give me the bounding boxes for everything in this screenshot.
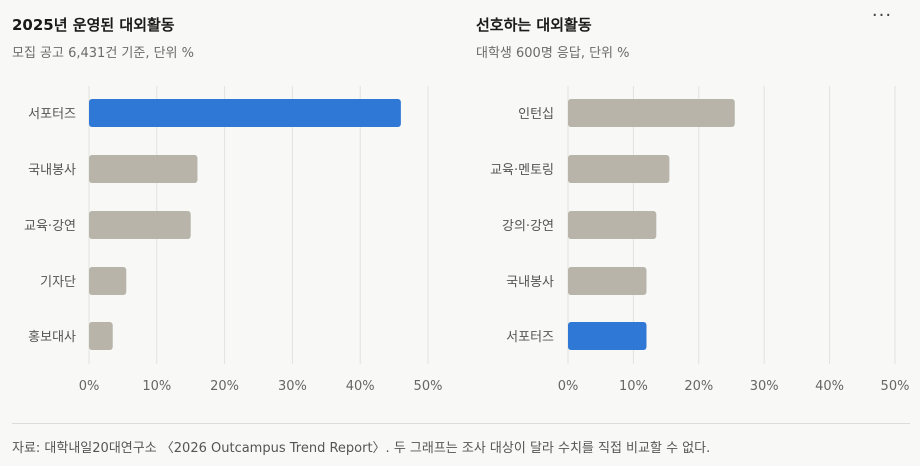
bar [568,211,657,239]
category-label: 교육·강연 [24,219,76,234]
chart-panel-preferred: 선호하는 대외활동 대학생 600명 응답, 단위 % 0% 10% 20% 30% 4… [460,0,920,400]
bar [89,322,113,350]
category-label: 국내봉사 [28,163,76,178]
category-label: 홍보대사 [28,330,76,345]
x-tick-label: 50% [881,379,910,394]
bar [568,99,735,127]
x-tick-label: 10% [142,379,171,394]
x-tick-label: 20% [684,379,713,394]
category-label: 국내봉사 [506,275,554,290]
x-tick-label: 40% [815,379,844,394]
category-label: 인턴십 [518,107,554,122]
footer-divider [12,423,910,424]
chart-title: 2025년 운영된 대외활동 [12,16,175,34]
x-tick-label: 40% [346,379,375,394]
bar [568,155,670,183]
source-footnote: 자료: 대학내일20대연구소 〈2026 Outcampus Trend Rep… [12,441,711,456]
category-label: 서포터즈 [506,330,554,345]
x-tick-label: 10% [619,379,648,394]
chart-title: 선호하는 대외활동 [476,16,592,34]
bar [89,267,127,295]
bar [89,155,198,183]
x-tick-label: 0% [79,379,100,394]
chart-subtitle: 대학생 600명 응답, 단위 % [476,46,630,61]
x-tick-label: 30% [750,379,779,394]
bar [568,322,647,350]
category-label: 강의·강연 [502,219,554,234]
chart-panel-operated: 2025년 운영된 대외활동 모집 공고 6,431건 기준, 단위 % 0% 1… [0,0,460,400]
bar [89,211,191,239]
bar [89,99,401,127]
x-tick-label: 50% [414,379,443,394]
category-label: 교육·멘토링 [490,163,554,178]
more-horizontal-icon[interactable]: ··· [871,5,893,26]
category-label: 기자단 [40,275,76,290]
chart-subtitle: 모집 공고 6,431건 기준, 단위 % [12,46,195,61]
x-tick-label: 20% [210,379,239,394]
x-tick-label: 30% [278,379,307,394]
bar [568,267,647,295]
x-tick-label: 0% [558,379,579,394]
category-label: 서포터즈 [28,107,76,122]
